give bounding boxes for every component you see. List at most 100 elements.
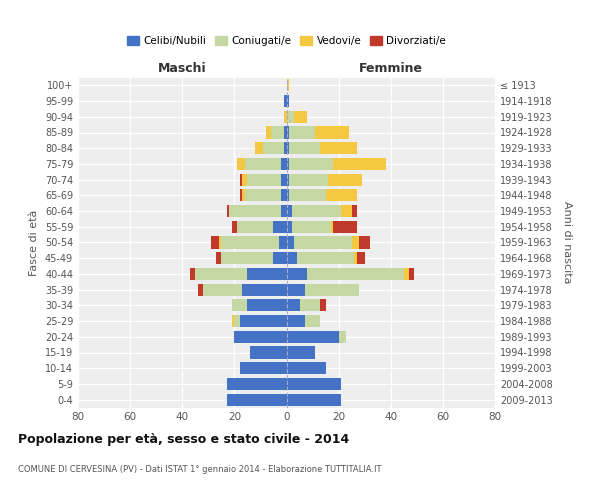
Bar: [287, 252, 297, 264]
Bar: [338, 330, 346, 343]
Bar: [287, 378, 341, 390]
Bar: [255, 142, 263, 154]
Bar: [227, 205, 229, 217]
Bar: [287, 220, 292, 233]
Bar: [307, 268, 404, 280]
Bar: [352, 205, 357, 217]
Bar: [287, 189, 289, 202]
Legend: Celibi/Nubili, Coniugati/e, Vedovi/e, Divorziati/e: Celibi/Nubili, Coniugati/e, Vedovi/e, Di…: [123, 32, 450, 50]
Bar: [315, 126, 349, 138]
Bar: [341, 205, 352, 217]
Bar: [334, 158, 386, 170]
Bar: [219, 236, 221, 248]
Bar: [287, 268, 307, 280]
Bar: [287, 110, 295, 123]
Bar: [287, 205, 292, 217]
Bar: [245, 189, 281, 202]
Bar: [331, 220, 334, 233]
Bar: [287, 79, 289, 92]
Bar: [271, 126, 284, 138]
Bar: [247, 299, 287, 312]
Bar: [211, 236, 219, 248]
Bar: [289, 142, 320, 154]
Bar: [287, 394, 341, 406]
Bar: [287, 174, 289, 186]
Bar: [242, 189, 245, 202]
Bar: [221, 236, 278, 248]
Bar: [278, 236, 287, 248]
Bar: [287, 362, 326, 374]
Bar: [359, 236, 370, 248]
Bar: [235, 315, 239, 327]
Bar: [250, 346, 287, 358]
Bar: [287, 95, 289, 107]
Bar: [320, 142, 357, 154]
Bar: [284, 126, 287, 138]
Bar: [247, 174, 281, 186]
Bar: [239, 315, 287, 327]
Bar: [287, 299, 299, 312]
Bar: [289, 158, 334, 170]
Bar: [284, 95, 287, 107]
Y-axis label: Anni di nascita: Anni di nascita: [562, 201, 572, 284]
Bar: [237, 158, 245, 170]
Bar: [274, 252, 287, 264]
Text: Maschi: Maschi: [158, 62, 206, 75]
Bar: [287, 284, 305, 296]
Bar: [299, 299, 320, 312]
Bar: [320, 299, 326, 312]
Bar: [287, 158, 289, 170]
Bar: [239, 189, 242, 202]
Bar: [242, 174, 247, 186]
Bar: [305, 315, 320, 327]
Bar: [287, 330, 338, 343]
Bar: [287, 315, 305, 327]
Bar: [292, 220, 331, 233]
Bar: [292, 205, 341, 217]
Bar: [232, 220, 237, 233]
Bar: [221, 252, 274, 264]
Bar: [334, 220, 357, 233]
Text: COMUNE DI CERVESINA (PV) - Dati ISTAT 1° gennaio 2014 - Elaborazione TUTTITALIA.: COMUNE DI CERVESINA (PV) - Dati ISTAT 1°…: [18, 466, 382, 474]
Text: Femmine: Femmine: [359, 62, 423, 75]
Bar: [195, 268, 247, 280]
Bar: [287, 142, 289, 154]
Bar: [287, 126, 289, 138]
Text: Popolazione per età, sesso e stato civile - 2014: Popolazione per età, sesso e stato civil…: [18, 432, 349, 446]
Bar: [281, 174, 287, 186]
Bar: [352, 236, 359, 248]
Bar: [328, 174, 362, 186]
Bar: [239, 362, 287, 374]
Bar: [229, 205, 281, 217]
Y-axis label: Fasce di età: Fasce di età: [29, 210, 39, 276]
Bar: [289, 189, 326, 202]
Bar: [232, 315, 235, 327]
Bar: [232, 299, 247, 312]
Bar: [281, 158, 287, 170]
Bar: [305, 284, 359, 296]
Bar: [247, 268, 287, 280]
Bar: [326, 189, 357, 202]
Bar: [227, 394, 287, 406]
Bar: [245, 158, 281, 170]
Bar: [203, 284, 242, 296]
Bar: [227, 378, 287, 390]
Bar: [289, 174, 328, 186]
Bar: [287, 236, 295, 248]
Bar: [239, 174, 242, 186]
Bar: [284, 110, 287, 123]
Bar: [281, 189, 287, 202]
Bar: [242, 284, 287, 296]
Bar: [266, 126, 271, 138]
Bar: [216, 252, 221, 264]
Bar: [274, 220, 287, 233]
Bar: [295, 236, 352, 248]
Bar: [289, 126, 315, 138]
Bar: [287, 346, 315, 358]
Bar: [263, 142, 284, 154]
Bar: [295, 110, 307, 123]
Bar: [297, 252, 354, 264]
Bar: [354, 252, 357, 264]
Bar: [281, 205, 287, 217]
Bar: [237, 220, 274, 233]
